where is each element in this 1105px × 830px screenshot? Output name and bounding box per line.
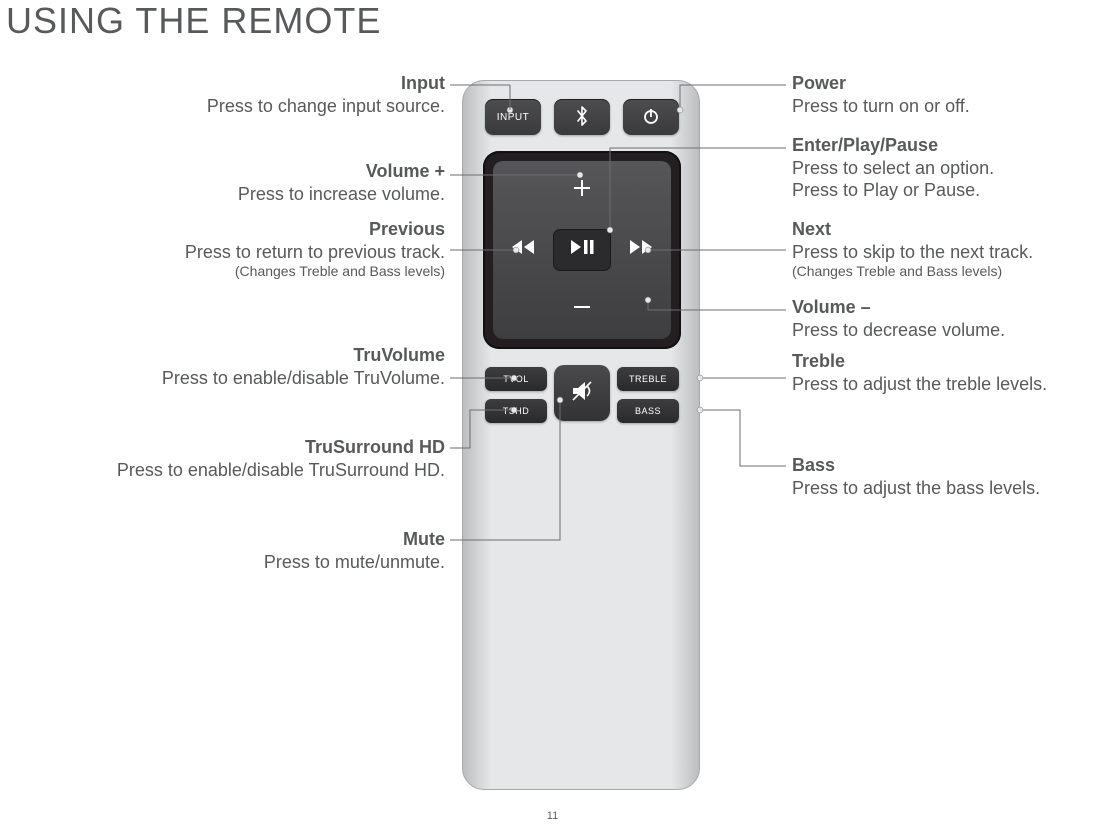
rewind-icon [510,242,536,259]
callout-mute-title: Mute [264,528,445,551]
callout-power-desc: Press to turn on or off. [792,96,970,116]
plus-icon [571,186,593,203]
treble-button[interactable]: TREBLE [617,367,679,391]
callout-power-title: Power [792,72,970,95]
callout-prev: Previous Press to return to previous tra… [185,218,445,281]
tvol-label: TVOL [503,374,529,384]
callout-truhd-title: TruSurround HD [117,436,445,459]
callout-bass-title: Bass [792,454,1040,477]
input-button-label: INPUT [497,112,530,123]
power-button[interactable] [623,99,679,135]
dpad [483,151,681,349]
fast-forward-icon [628,242,654,259]
callout-bass: Bass Press to adjust the bass levels. [792,454,1040,499]
minus-icon [571,305,593,322]
page-number: 11 [547,810,558,822]
play-pause-button[interactable] [554,230,610,270]
callout-treble-desc: Press to adjust the treble levels. [792,374,1047,394]
callout-next-desc: Press to skip to the next track. [792,242,1033,262]
tvol-button[interactable]: TVOL [485,367,547,391]
callout-next-sub: (Changes Treble and Bass levels) [792,263,1033,281]
callout-enter-desc2: Press to Play or Pause. [792,180,980,200]
callout-volup: Volume + Press to increase volume. [238,160,445,205]
callout-volup-desc: Press to increase volume. [238,184,445,204]
callout-mute-desc: Press to mute/unmute. [264,552,445,572]
tshd-button[interactable]: TSHD [485,399,547,423]
callout-truvol-desc: Press to enable/disable TruVolume. [162,368,445,388]
callout-input: Input Press to change input source. [207,72,445,117]
callout-volup-title: Volume + [238,160,445,183]
page-title: USING THE REMOTE [6,0,381,42]
callout-truvol: TruVolume Press to enable/disable TruVol… [162,344,445,389]
callout-prev-desc: Press to return to previous track. [185,242,445,262]
bass-button[interactable]: BASS [617,399,679,423]
callout-prev-title: Previous [185,218,445,241]
callout-bass-desc: Press to adjust the bass levels. [792,478,1040,498]
callout-voldown-desc: Press to decrease volume. [792,320,1005,340]
callout-enter-desc1: Press to select an option. [792,158,994,178]
callout-treble: Treble Press to adjust the treble levels… [792,350,1047,395]
callout-treble-title: Treble [792,350,1047,373]
callout-voldown-title: Volume – [792,296,1005,319]
power-icon [642,107,660,128]
callout-next-title: Next [792,218,1033,241]
callout-truhd: TruSurround HD Press to enable/disable T… [117,436,445,481]
callout-truvol-title: TruVolume [162,344,445,367]
callout-input-title: Input [207,72,445,95]
volume-down-button[interactable] [571,296,593,323]
bluetooth-button[interactable] [554,99,610,135]
volume-up-button[interactable] [571,177,593,204]
input-button[interactable]: INPUT [485,99,541,135]
callout-voldown: Volume – Press to decrease volume. [792,296,1005,341]
callout-prev-sub: (Changes Treble and Bass levels) [185,263,445,281]
callout-truhd-desc: Press to enable/disable TruSurround HD. [117,460,445,480]
callout-mute: Mute Press to mute/unmute. [264,528,445,573]
tshd-label: TSHD [503,406,530,416]
bass-label: BASS [635,406,661,416]
callout-next: Next Press to skip to the next track. (C… [792,218,1033,281]
callout-input-desc: Press to change input source. [207,96,445,116]
remote-body: INPUT [462,80,700,790]
callout-enter: Enter/Play/Pause Press to select an opti… [792,134,994,202]
callout-enter-title: Enter/Play/Pause [792,134,994,157]
next-button[interactable] [628,239,654,260]
callout-power: Power Press to turn on or off. [792,72,970,117]
play-pause-icon [569,239,595,260]
treble-label: TREBLE [629,374,667,384]
previous-button[interactable] [510,239,536,260]
bluetooth-icon [575,106,589,129]
